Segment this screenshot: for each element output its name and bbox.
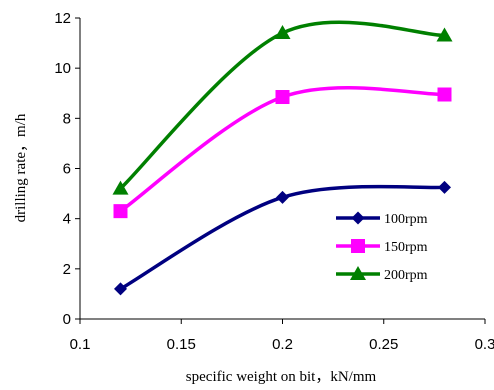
series-group: [112, 20, 453, 296]
data-point-150rpm: [275, 90, 290, 105]
x-tick-label: 0.3: [475, 336, 494, 353]
data-point-100rpm: [114, 282, 127, 296]
data-point-150rpm: [113, 204, 128, 219]
legend-label: 150rpm: [384, 240, 428, 255]
y-axis-title: drilling rate，m/h: [13, 113, 29, 222]
y-tick-label: 6: [63, 161, 71, 178]
legend-label: 200rpm: [384, 268, 428, 283]
y-tick-label: 8: [63, 110, 71, 127]
data-point-200rpm: [436, 27, 453, 42]
data-point-100rpm: [276, 190, 289, 204]
legend-marker: [351, 211, 365, 225]
x-tick-label: 0.15: [167, 336, 196, 353]
data-point-100rpm: [438, 180, 451, 194]
legend-marker: [351, 239, 365, 253]
legend-label: 100rpm: [384, 212, 428, 227]
series-line-200rpm: [119, 20, 445, 190]
x-tick-label: 0.2: [272, 336, 293, 353]
y-tick-label: 0: [63, 311, 71, 328]
y-tick-label: 12: [54, 10, 71, 27]
y-tick-label: 2: [63, 261, 71, 278]
legend-marker: [350, 266, 366, 280]
y-tick-label: 4: [63, 211, 71, 228]
legend: 100rpm 150rpm 200rpm: [336, 211, 428, 283]
x-tick-label: 0.25: [369, 336, 398, 353]
x-axis-title: specific weight on bit，kN/mm: [186, 369, 377, 385]
y-tick-label: 10: [54, 60, 71, 77]
data-point-200rpm: [274, 25, 291, 40]
x-tick-label: 0.1: [70, 336, 91, 353]
data-point-150rpm: [437, 87, 452, 102]
axes: 0 2 4 6 8 10 12 0.1 0.15 0.2 0.25 0.3: [54, 10, 494, 353]
data-point-200rpm: [112, 180, 129, 195]
